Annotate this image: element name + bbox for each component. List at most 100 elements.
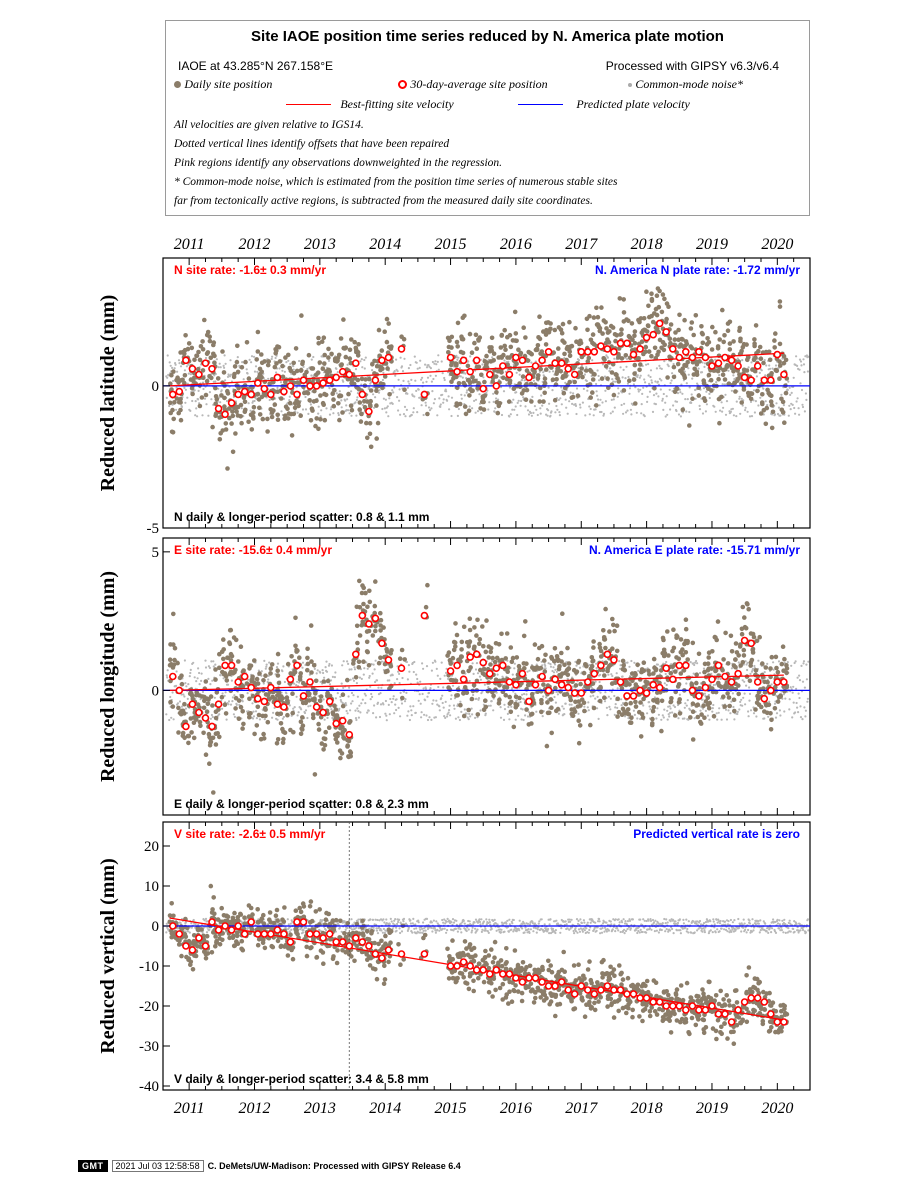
daily-position-point [453, 361, 459, 366]
common-mode-point [787, 414, 790, 417]
common-mode-point [798, 413, 801, 416]
common-mode-point [410, 714, 413, 717]
common-mode-point [662, 408, 665, 411]
daily-position-point [455, 320, 461, 326]
common-mode-point [731, 407, 735, 410]
common-mode-point [275, 666, 279, 669]
daily-position-point [507, 694, 512, 700]
common-mode-point [746, 410, 749, 413]
daily-position-point [298, 413, 304, 419]
common-mode-point [180, 693, 183, 696]
daily-position-point [211, 340, 217, 345]
common-mode-point [514, 405, 517, 408]
common-mode-point [425, 380, 428, 383]
common-mode-point [718, 374, 721, 377]
common-mode-point [410, 378, 413, 381]
common-mode-point [614, 380, 617, 383]
daily-position-point [345, 677, 350, 683]
daily-position-point [671, 374, 677, 380]
common-mode-point [442, 398, 445, 401]
daily-position-point [318, 417, 323, 422]
common-mode-point [591, 359, 594, 362]
daily-position-point [386, 321, 392, 326]
common-mode-point [179, 365, 183, 368]
daily-position-point [213, 742, 219, 747]
common-mode-point [313, 667, 316, 671]
common-mode-point [354, 401, 357, 404]
daily-position-point [240, 726, 245, 731]
daily-position-point [466, 408, 472, 414]
daily-position-point [188, 716, 194, 721]
common-mode-point [740, 397, 743, 400]
common-mode-point [346, 398, 349, 401]
plate-line-icon [518, 104, 563, 106]
daily-position-point [370, 362, 375, 367]
x-tick-label: 2016 [500, 236, 532, 253]
common-mode-point [698, 404, 701, 407]
daily-position-point [172, 657, 177, 663]
common-mode-point [622, 412, 625, 415]
common-mode-point [548, 402, 551, 405]
daily-position-point [558, 369, 564, 374]
daily-position-point [700, 331, 705, 337]
daily-position-point [730, 382, 735, 388]
common-mode-point [702, 387, 706, 390]
common-mode-point [222, 677, 225, 680]
common-mode-point [406, 386, 409, 389]
common-mode-point [430, 380, 433, 383]
common-mode-point [630, 659, 633, 663]
common-mode-point [447, 395, 450, 398]
common-mode-point [719, 677, 722, 681]
daily-position-point [278, 711, 284, 716]
daily-position-point [385, 366, 390, 371]
daily-position-point [331, 397, 336, 402]
common-mode-point [375, 679, 379, 682]
common-mode-point [752, 389, 756, 392]
common-mode-point [659, 388, 662, 391]
daily-position-point [521, 633, 527, 639]
common-mode-point [347, 662, 350, 666]
common-mode-point [195, 407, 198, 410]
daily-position-point [575, 393, 581, 399]
common-mode-point [258, 718, 261, 721]
daily-position-point [481, 399, 486, 405]
daily-position-point [541, 682, 546, 687]
daily-position-point [259, 374, 264, 380]
common-mode-point [637, 390, 640, 393]
common-mode-point [399, 715, 402, 718]
daily-position-point [651, 656, 657, 662]
common-mode-point [694, 661, 697, 664]
daily-position-point [341, 345, 347, 351]
common-mode-point [646, 400, 649, 403]
common-mode-point [363, 367, 366, 370]
common-mode-point [731, 692, 735, 695]
common-mode-point [641, 392, 644, 395]
common-mode-point [360, 383, 363, 386]
daily-position-point [198, 723, 203, 729]
daily-position-point [643, 684, 648, 689]
common-mode-point [542, 695, 545, 698]
common-mode-point [752, 712, 756, 715]
common-mode-point [397, 670, 400, 673]
common-mode-point [744, 406, 747, 409]
daily-position-point [621, 297, 626, 302]
daily-position-point [777, 304, 783, 309]
avg-position-point [240, 387, 249, 396]
avg-position-point [655, 319, 664, 328]
common-mode-point [616, 706, 619, 710]
daily-position-point [667, 336, 673, 342]
daily-position-point [241, 721, 246, 727]
common-mode-point [434, 360, 437, 363]
common-mode-point [221, 707, 224, 710]
daily-position-point [497, 401, 503, 406]
daily-position-point [361, 659, 366, 664]
avg-position-point [518, 356, 527, 365]
daily-position-point [283, 355, 288, 360]
avg-position-point [466, 367, 475, 376]
common-mode-point [699, 709, 702, 712]
daily-position-point [631, 377, 637, 382]
daily-position-point [590, 340, 595, 346]
common-mode-point [184, 401, 187, 404]
common-mode-point [686, 699, 689, 702]
common-mode-point [210, 660, 213, 663]
